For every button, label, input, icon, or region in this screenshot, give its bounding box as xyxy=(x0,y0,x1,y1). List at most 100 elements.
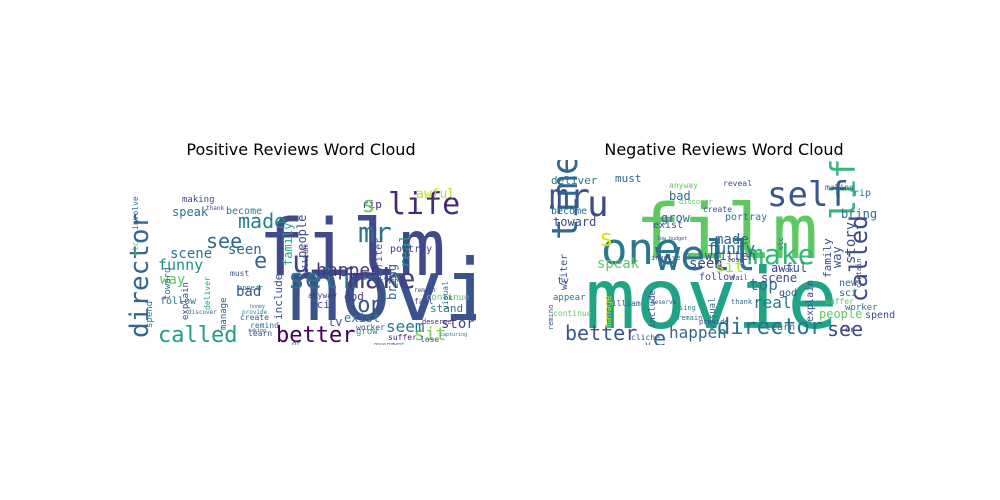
word-called: called xyxy=(158,323,237,345)
word-real: real xyxy=(398,234,414,268)
word-spend: spend xyxy=(145,301,155,328)
positive-word-cloud: moviefilmwelltimeonelifeselfdirectormrma… xyxy=(126,160,476,345)
word-movie: movie xyxy=(585,250,838,345)
word-ok: ok xyxy=(444,294,453,302)
word-e: e xyxy=(254,249,267,274)
word-create: create xyxy=(240,313,269,322)
negative-cloud-panel: Negative Reviews Word Cloud movie film one… xyxy=(549,138,899,348)
negative-cloud-title: Negative Reviews Word Cloud xyxy=(604,140,844,159)
word-grow: grow xyxy=(356,327,378,337)
word-film: film xyxy=(635,187,818,276)
word-film: film xyxy=(258,204,446,294)
word-etc: etc xyxy=(131,241,140,256)
word-learn: learn xyxy=(248,329,272,338)
word-speak: speak xyxy=(172,205,209,219)
word-suffer: suffer xyxy=(388,333,417,342)
word-worker: worker xyxy=(356,323,385,332)
word-become: become xyxy=(551,206,587,217)
word-portray: portray xyxy=(725,212,767,223)
word-anyway: anyway xyxy=(308,291,337,300)
word-remind: remind xyxy=(549,305,555,330)
word-continue: continue xyxy=(426,293,469,303)
word-written: written xyxy=(705,249,756,263)
word-involve: involve xyxy=(131,196,140,230)
word-see: see xyxy=(827,317,863,341)
word-life: life xyxy=(824,160,864,220)
word-spend: spend xyxy=(865,310,895,321)
word-become: become xyxy=(226,206,262,217)
word-people: people xyxy=(819,307,862,321)
word-deserve: deserve xyxy=(651,299,677,306)
word-time: time xyxy=(549,160,586,240)
word-reveal: reveal xyxy=(723,179,752,188)
word-seen: seen xyxy=(228,242,262,258)
word-self: self xyxy=(288,262,355,295)
word-happen: happen xyxy=(316,260,381,281)
word-made: made xyxy=(238,209,286,233)
word-low-budget: low budget xyxy=(657,236,687,242)
word-remind: remind xyxy=(250,321,279,330)
word-making: making xyxy=(182,195,215,205)
word-sci: sci xyxy=(839,288,857,299)
word-william: william xyxy=(607,299,641,308)
word-ask: ask xyxy=(391,273,400,288)
word-awful: awful xyxy=(416,187,455,202)
negative-word-cloud: movie film one well time life mr self make called… xyxy=(549,160,899,345)
word-scene: scene xyxy=(761,271,797,285)
word-anyway: anyway xyxy=(669,181,698,190)
word-etc: etc xyxy=(777,237,785,250)
word-new: new xyxy=(839,278,858,289)
word-sit: sit xyxy=(414,324,447,345)
word-remain: remain xyxy=(677,314,702,322)
word-must: must xyxy=(615,172,642,185)
word-tv: tv xyxy=(328,315,342,329)
word-sit: sit xyxy=(715,257,744,276)
word-manage: manage xyxy=(604,295,614,328)
word-made: made xyxy=(715,232,749,248)
word-rip: rip xyxy=(362,198,382,211)
word-worker: worker xyxy=(845,303,878,313)
word-cliche: cliche xyxy=(631,333,660,342)
word-writer: writer xyxy=(559,254,570,290)
word-fail: fail xyxy=(414,297,433,306)
word-s: s xyxy=(362,193,375,218)
positive-cloud-title: Positive Reviews Word Cloud xyxy=(186,140,416,159)
word-real: real xyxy=(753,293,792,312)
word-mr: mr xyxy=(358,216,392,249)
word-family: family xyxy=(821,238,834,278)
word-e: e xyxy=(653,327,666,345)
word-deliver: deliver xyxy=(551,174,598,187)
word-u: u xyxy=(587,184,609,225)
word-honey: honey xyxy=(250,304,265,310)
word-contain: contain xyxy=(362,273,400,283)
word-exist: exist xyxy=(344,311,380,325)
word-god: god xyxy=(344,290,364,303)
positive-cloud-panel: Positive Reviews Word Cloud moviefilmwel… xyxy=(126,138,476,348)
word-movie: movie xyxy=(288,241,476,341)
word-create: create xyxy=(703,205,732,214)
word-include: include xyxy=(272,274,285,320)
word-deliver: deliver xyxy=(203,276,212,310)
word-scene: scene xyxy=(170,246,212,262)
word-people: people xyxy=(295,215,309,258)
word-follow: follow xyxy=(160,296,197,307)
word-involve: involve xyxy=(651,254,681,262)
word-rip: rip xyxy=(853,188,871,199)
word-follow: follow xyxy=(699,272,736,283)
word-seen: seen xyxy=(689,256,723,272)
word-happen: happen xyxy=(669,323,727,342)
word-contain: contain xyxy=(855,258,863,288)
word-dr: dr xyxy=(292,340,300,345)
word-visual: visual xyxy=(441,281,450,310)
word-bad: bad xyxy=(669,189,691,203)
word-sci: sci xyxy=(310,298,330,311)
word-make: make xyxy=(747,238,814,271)
word-mr: mr xyxy=(549,177,590,217)
word-making: making xyxy=(825,183,854,192)
word-capturing: capturing xyxy=(440,332,467,338)
word-visual: visual xyxy=(708,297,718,330)
word-lose: lose xyxy=(420,335,439,344)
word-discover: discover xyxy=(679,198,713,206)
word-director: director xyxy=(126,213,155,338)
